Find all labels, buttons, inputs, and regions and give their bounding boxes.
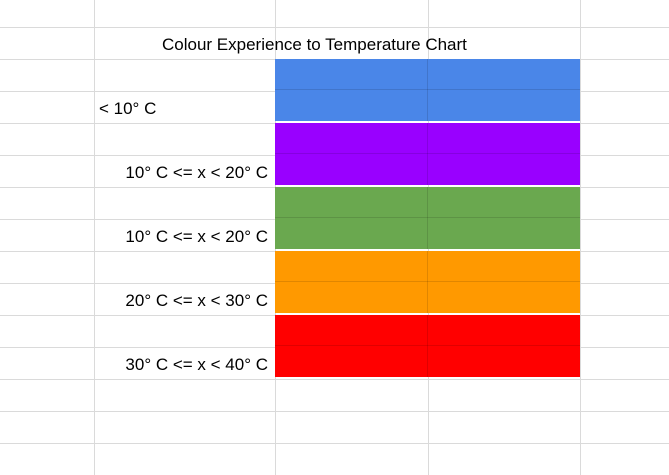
swatch-divider xyxy=(275,217,580,218)
color-swatch-green[interactable] xyxy=(275,187,580,249)
swatch-divider xyxy=(427,187,428,249)
swatch-divider xyxy=(275,153,580,154)
temperature-label: 10° C <= x < 20° C xyxy=(125,163,268,182)
swatch-divider xyxy=(427,251,428,313)
column-divider xyxy=(580,0,581,475)
temperature-label: 20° C <= x < 30° C xyxy=(125,291,268,310)
chart-title: Colour Experience to Temperature Chart xyxy=(162,35,467,54)
row-divider xyxy=(0,27,669,28)
swatch-divider xyxy=(427,59,428,121)
temperature-label: < 10° C xyxy=(99,99,157,118)
swatch-divider xyxy=(275,281,580,282)
temperature-label: 30° C <= x < 40° C xyxy=(125,355,268,374)
row-divider xyxy=(0,411,669,412)
color-swatch-red[interactable] xyxy=(275,315,580,377)
temperature-label: 10° C <= x < 20° C xyxy=(125,227,268,246)
row-divider xyxy=(0,379,669,380)
swatch-divider xyxy=(427,315,428,377)
column-divider xyxy=(94,0,95,475)
color-swatch-blue[interactable] xyxy=(275,59,580,121)
swatch-divider xyxy=(275,89,580,90)
color-swatch-purple[interactable] xyxy=(275,123,580,185)
swatch-divider xyxy=(427,123,428,185)
color-swatch-orange[interactable] xyxy=(275,251,580,313)
swatch-divider xyxy=(275,345,580,346)
row-divider xyxy=(0,443,669,444)
